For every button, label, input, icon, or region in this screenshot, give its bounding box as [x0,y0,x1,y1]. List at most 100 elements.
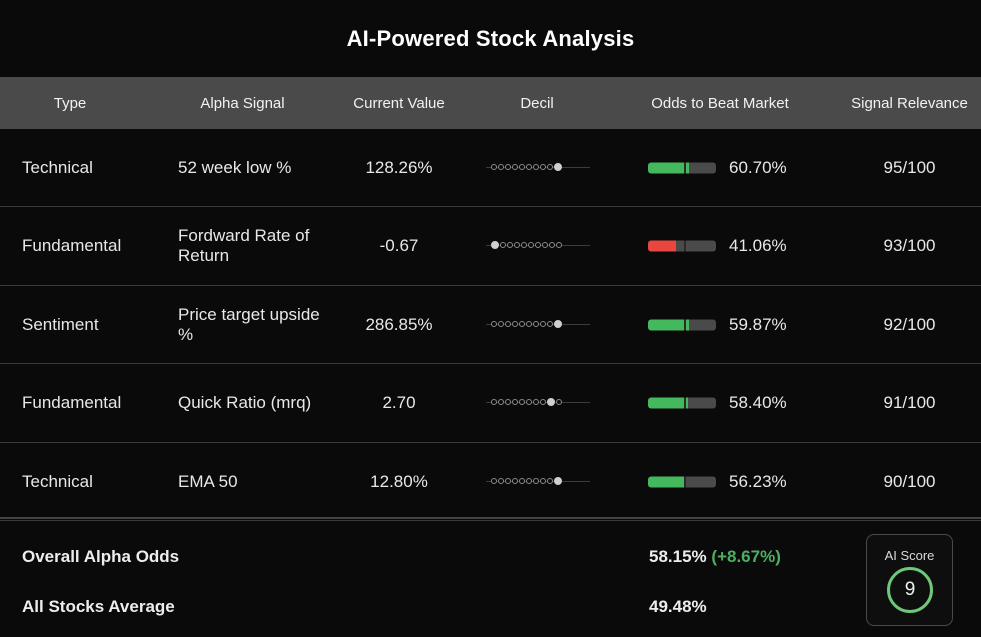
cell-odds-value: 60.70% [729,157,787,177]
decile-dot [498,399,504,405]
cell-odds-value: 56.23% [729,471,787,491]
decile-indicator [486,476,590,488]
decile-dot [547,320,553,327]
decile-dot [507,242,513,248]
cell-alpha-signal: Price target upside % [178,304,320,344]
decile-indicator [486,319,590,331]
cell-current-value: 286.85% [365,314,433,334]
header-signal-relevance: Signal Relevance [851,94,968,112]
decile-dot [556,399,562,405]
decile-dot [514,242,520,248]
odds-bar [648,476,716,487]
decile-dot [526,477,532,484]
decile-dot [519,163,525,170]
decile-dot [512,320,518,327]
decile-indicator [486,240,590,252]
header-current-value: Current Value [353,94,445,112]
cell-signal-relevance: 92/100 [883,314,936,334]
cell-current-value: 128.26% [365,157,433,177]
odds-bar [648,240,716,252]
decile-dot [498,320,504,327]
decile-dot [498,163,504,170]
cell-signal-relevance: 95/100 [883,157,936,177]
decile-dot [526,163,532,170]
ai-score-card: AI Score 9 [866,534,953,626]
decile-dot [533,399,539,405]
decile-dot [540,320,546,327]
decile-dot [491,477,497,484]
odds-bar [648,319,716,330]
odds-bar-midline [684,319,686,330]
odds-bar-fill [648,476,687,487]
decile-dot [526,320,532,327]
overall-alpha-odds-label: Overall Alpha Odds [22,547,180,566]
signal-table: Technical 52 week low % 128.26% 60.70% 95/10… [0,129,981,521]
decile-dot [547,163,553,170]
cell-odds-value: 58.40% [729,393,787,412]
odds-bar-fill [648,319,689,330]
odds-bar-fill [648,162,690,173]
decile-dot [498,477,504,484]
cell-odds-value: 59.87% [729,314,787,334]
decile-dot [542,242,548,248]
cell-alpha-signal: Fordward Rate of Return [178,226,310,265]
table-header: Type Alpha Signal Current Value Decil Od… [0,77,981,129]
decile-dots [491,397,562,406]
decile-dot [519,399,525,405]
overall-value: 58.15% [649,547,707,566]
cell-alpha-signal: 52 week low % [178,157,292,177]
odds-bar-fill [648,397,688,409]
decile-dot-active [554,162,562,171]
decile-dot [521,242,527,248]
decile-dot [491,320,497,327]
decile-dot-active [491,241,499,249]
cell-signal-relevance: 93/100 [883,236,936,255]
decile-dots [491,240,562,249]
ai-score-ring: 9 [887,567,933,613]
cell-alpha-signal: EMA 50 [178,471,238,491]
header-odds: Odds to Beat Market [651,94,789,112]
cell-type: Fundamental [22,393,122,412]
decile-dot [519,477,525,484]
decile-dot [535,242,541,248]
table-row: Technical EMA 50 12.80% 56.23% 90/100 [0,443,981,521]
decile-dot [547,477,553,484]
cell-signal-relevance: 91/100 [883,393,936,412]
decile-dot [549,242,555,248]
header-alpha-signal: Alpha Signal [200,94,285,112]
summary-section: Overall Alpha Odds 58.15% (+8.67%) All S… [0,517,981,637]
odds-bar [648,397,716,409]
decile-indicator [486,397,590,409]
decile-dot [512,477,518,484]
decile-dot [533,477,539,484]
ai-score-label: AI Score [884,548,935,563]
decile-dot [505,477,511,484]
all-stocks-average-value: 49.48% [649,597,707,616]
table-row: Sentiment Price target upside % 286.85% 59.… [0,286,981,364]
cell-type: Fundamental [22,236,122,255]
decile-dot [505,320,511,327]
cell-signal-relevance: 90/100 [883,471,936,491]
decile-dot-active [554,319,562,328]
header-decil: Decil [520,94,554,112]
decile-dot [526,399,532,405]
decile-dot [512,399,518,405]
cell-type: Technical [22,471,93,491]
decile-dots [491,162,562,171]
odds-bar-midline [684,397,686,409]
odds-bar [648,162,716,173]
odds-bar-midline [684,476,686,487]
decile-dot [540,477,546,484]
table-row: Fundamental Quick Ratio (mrq) 2.70 58.40% 91… [0,364,981,443]
decile-dot [540,163,546,170]
odds-bar-midline [684,240,686,252]
decile-dot [540,399,546,405]
decile-dots [491,476,562,485]
header-type: Type [53,94,87,112]
all-stocks-average-label: All Stocks Average [22,597,175,616]
decile-dot [491,163,497,170]
decile-dot [505,163,511,170]
odds-bar-midline [684,162,686,173]
cell-alpha-signal: Quick Ratio (mrq) [178,393,312,412]
